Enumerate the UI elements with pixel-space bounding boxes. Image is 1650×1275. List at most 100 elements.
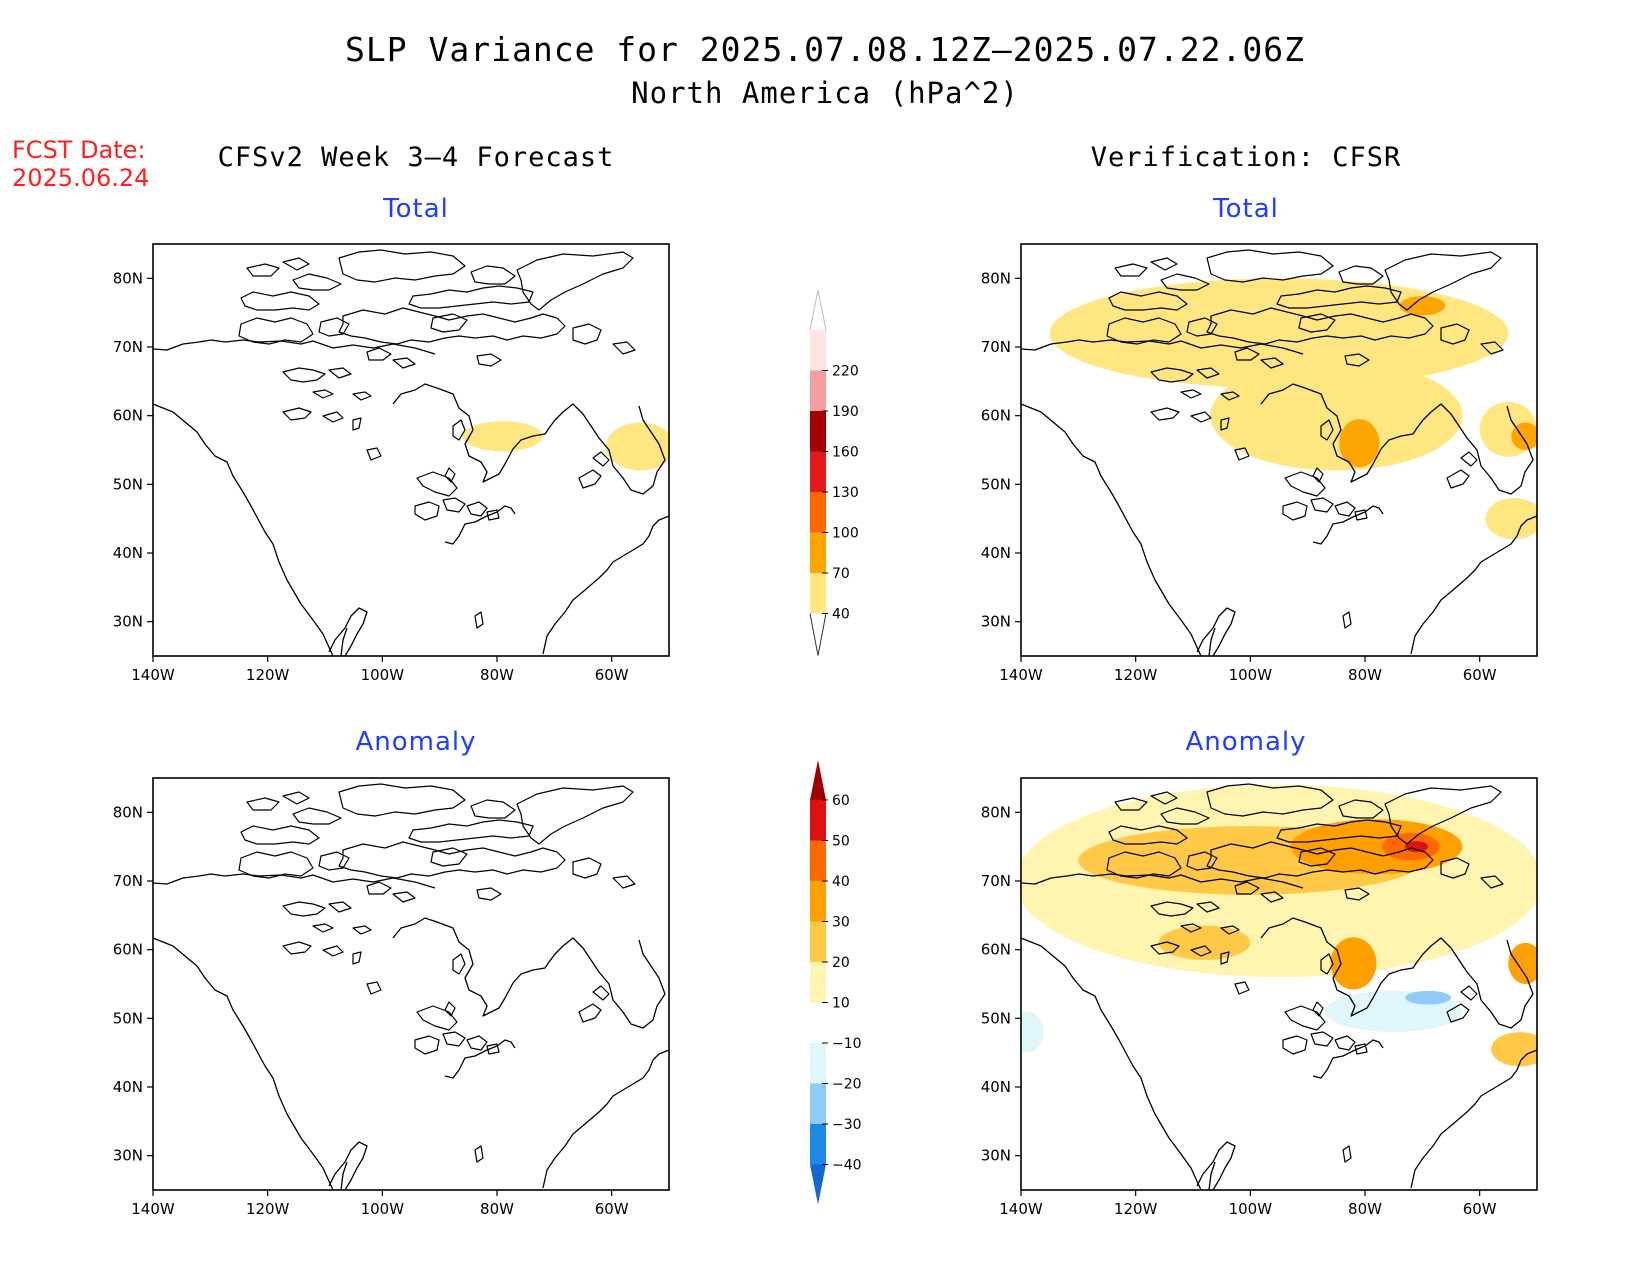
shading-layer (462, 421, 669, 471)
colorbar-box (810, 1043, 826, 1084)
colorbar-box (810, 1124, 826, 1165)
lon-label: 60W (1463, 1200, 1497, 1218)
colorbar-end-bottom (809, 613, 827, 656)
lon-label: 60W (1463, 666, 1497, 684)
lat-label: 40N (113, 544, 143, 562)
lon-label: 80W (480, 666, 514, 684)
colorbar-box (810, 1083, 826, 1124)
shading-layer (1049, 278, 1537, 540)
colorbar-box (810, 370, 826, 411)
colorbar-box (810, 532, 826, 573)
colorbar-total: 40 70 100 130 160 190 220 (809, 289, 859, 656)
lon-label: 100W (1229, 1200, 1273, 1218)
forecast-total-title: Total (383, 194, 449, 224)
coastline (153, 873, 669, 1190)
lat-label: 60N (981, 407, 1011, 425)
lon-label: 140W (131, 666, 175, 684)
colorbar-end-top (810, 760, 826, 800)
lat-label: 70N (113, 872, 143, 890)
colorbar-end-top (809, 289, 827, 331)
lon-label: 120W (1114, 1200, 1158, 1218)
lon-label: 120W (246, 666, 290, 684)
lat-label: 60N (113, 941, 143, 959)
colorbar-box (810, 800, 826, 841)
lat-label: 50N (981, 1009, 1011, 1027)
lon-label: 140W (131, 1200, 175, 1218)
lat-label: 60N (981, 941, 1011, 959)
lon-label: 140W (999, 666, 1043, 684)
shaded-region (1049, 278, 1509, 389)
lat-label: 40N (113, 1078, 143, 1096)
colorbar-box (810, 1002, 826, 1043)
colorbar-box (810, 840, 826, 881)
lon-label: 120W (1114, 666, 1158, 684)
forecast-date: FCST Date: 2025.06.24 (12, 136, 149, 192)
map-frame (1020, 777, 1538, 1191)
colorbar-label: 30 (832, 915, 850, 931)
lat-label: 30N (981, 1147, 1011, 1165)
colorbar-label: 160 (832, 445, 859, 461)
colorbar-label: 100 (832, 526, 859, 542)
lat-label: 60N (113, 407, 143, 425)
colorbar-label: −20 (832, 1077, 862, 1093)
lon-label: 80W (1348, 1200, 1382, 1218)
colorbar-box (810, 962, 826, 1003)
colorbar-box (810, 330, 826, 371)
lon-label: 80W (1348, 666, 1382, 684)
lat-label: 30N (113, 1147, 143, 1165)
colorbar-label: 20 (832, 955, 850, 971)
forecast-anomaly-map: 80N 70N 60N 50N 40N 30N 140W 120W 100W 80W 60W (113, 777, 670, 1218)
colorbar-label: 60 (832, 793, 850, 809)
forecast-column-heading: CFSv2 Week 3–4 Forecast (217, 142, 615, 173)
colorbar-label: −40 (832, 1158, 862, 1174)
lat-label: 50N (113, 475, 143, 493)
colorbar-label: 40 (832, 607, 850, 623)
verification-column-heading: Verification: CFSR (1090, 142, 1402, 173)
colorbar-label: 50 (832, 834, 850, 850)
verification-anomaly-map: 80N 70N 60N 50N 40N 30N 140W 120W 100W 80W 60W (981, 777, 1538, 1218)
lat-label: 80N (981, 803, 1011, 821)
forecast-date-value: 2025.06.24 (12, 164, 150, 192)
lon-label: 100W (1229, 666, 1273, 684)
lon-label: 60W (595, 666, 629, 684)
shaded-region (1330, 937, 1377, 990)
arctic-islands (238, 783, 636, 1163)
lat-label: 70N (981, 872, 1011, 890)
colorbar-anomaly: −40 −30 −20 −10 10 20 30 40 50 60 (810, 760, 862, 1205)
colorbar-label: 190 (832, 404, 859, 420)
colorbar-box (810, 411, 826, 452)
colorbar-box (810, 492, 826, 533)
verification-total-title: Total (1213, 194, 1279, 224)
shaded-region (1508, 942, 1537, 984)
lon-label: 100W (361, 666, 405, 684)
coastline-layer (153, 783, 669, 1190)
lon-label: 100W (361, 1200, 405, 1218)
main-title: SLP Variance for 2025.07.08.12Z–2025.07.… (345, 30, 1305, 69)
lat-label: 70N (981, 338, 1011, 356)
lat-label: 80N (113, 269, 143, 287)
shaded-region (1290, 819, 1463, 875)
shaded-region (462, 421, 543, 452)
shaded-region (1158, 925, 1251, 960)
colorbar-label: 220 (832, 364, 859, 380)
lat-label: 50N (981, 475, 1011, 493)
lat-label: 70N (113, 338, 143, 356)
colorbar-box (810, 573, 826, 614)
shaded-region (1405, 841, 1429, 853)
colorbar-label: 40 (832, 874, 850, 890)
lat-label: 40N (981, 1078, 1011, 1096)
colorbar-box (810, 451, 826, 492)
colorbar-label: −30 (832, 1117, 862, 1133)
colorbar-label: −10 (832, 1036, 862, 1052)
map-frame (152, 777, 670, 1191)
colorbar-label: 10 (832, 996, 850, 1012)
shaded-region (605, 422, 669, 471)
map-frame (1020, 243, 1538, 657)
shaded-region (1339, 419, 1380, 468)
verification-anomaly-title: Anomaly (1185, 727, 1307, 757)
forecast-date-label: FCST Date: (12, 136, 146, 164)
coastline-layer (153, 249, 669, 656)
colorbar-label: 70 (832, 566, 850, 582)
lat-label: 40N (981, 544, 1011, 562)
lat-label: 80N (981, 269, 1011, 287)
